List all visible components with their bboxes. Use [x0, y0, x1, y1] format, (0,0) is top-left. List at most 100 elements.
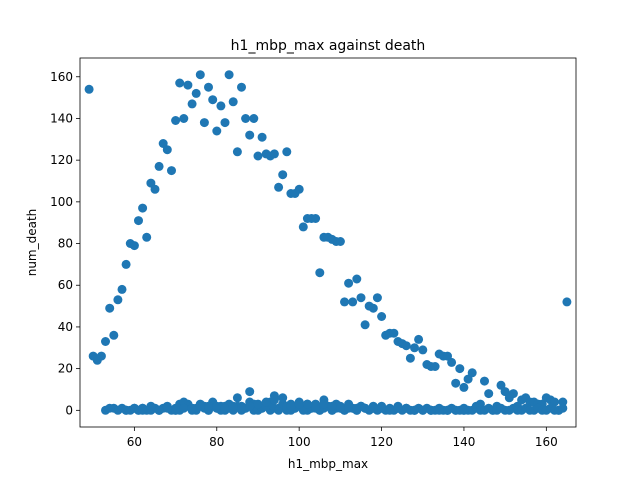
x-tick-label: 120 [370, 435, 393, 449]
data-point [368, 403, 378, 413]
data-point [278, 393, 288, 403]
x-tick-label: 160 [535, 435, 558, 449]
data-point [352, 403, 362, 413]
data-point [319, 399, 329, 409]
x-axis-label: h1_mbp_max [288, 457, 368, 471]
y-tick-label: 60 [58, 278, 73, 292]
data-point [393, 403, 403, 413]
plot-frame [79, 57, 577, 428]
data-point [298, 222, 308, 232]
data-point [443, 405, 452, 415]
data-point [558, 397, 568, 407]
data-point [426, 405, 436, 415]
data-point [204, 82, 213, 92]
data-point [138, 203, 148, 213]
data-point [459, 405, 469, 415]
data-point [121, 259, 131, 269]
data-point [171, 405, 181, 415]
data-point [405, 353, 415, 363]
data-point [257, 132, 267, 142]
data-point [105, 303, 115, 313]
data-point [187, 99, 197, 109]
data-point [335, 403, 345, 413]
data-point [191, 88, 201, 98]
data-point [224, 70, 234, 80]
data-point [294, 399, 304, 409]
y-axis-label: num_death [25, 209, 39, 277]
data-point [216, 101, 226, 111]
data-point [467, 368, 477, 378]
data-point [261, 397, 271, 407]
data-point [117, 284, 127, 294]
data-point [294, 184, 304, 194]
data-point [430, 362, 440, 371]
data-point [204, 401, 213, 411]
data-point [232, 147, 242, 157]
data-point [315, 268, 325, 278]
data-point [410, 343, 419, 353]
data-point [389, 328, 399, 338]
data-point [311, 214, 321, 223]
data-point [212, 126, 222, 136]
data-point [113, 295, 123, 305]
data-point [278, 170, 288, 180]
data-point [352, 274, 362, 284]
data-point [269, 395, 279, 405]
x-tick-label: 140 [452, 435, 475, 449]
data-point [335, 237, 345, 246]
y-tick-label: 0 [65, 403, 73, 417]
data-point [232, 393, 242, 403]
data-point [195, 401, 205, 411]
y-tick-label: 160 [50, 70, 73, 84]
data-point [368, 303, 378, 313]
data-point [179, 114, 189, 123]
data-point [562, 297, 572, 307]
chart-title: h1_mbp_max against death [231, 38, 426, 54]
data-point [154, 405, 164, 415]
data-point [187, 403, 197, 413]
data-point [282, 147, 292, 157]
data-point [237, 82, 246, 92]
x-tick-label: 80 [209, 435, 224, 449]
data-point [228, 97, 238, 107]
data-point [150, 184, 160, 194]
data-point [171, 116, 181, 125]
data-point [451, 405, 461, 415]
data-point [340, 297, 349, 307]
data-point [484, 389, 494, 399]
data-point [121, 405, 131, 415]
data-point [451, 378, 461, 388]
data-point [327, 401, 337, 411]
data-point [418, 345, 428, 355]
data-point [138, 405, 148, 415]
data-point [480, 376, 489, 386]
data-point [508, 389, 518, 399]
data-point [129, 241, 139, 251]
data-point [162, 145, 172, 155]
data-point [269, 149, 279, 159]
data-point [162, 403, 172, 413]
data-point [377, 403, 387, 413]
data-point [377, 312, 387, 321]
data-point [245, 401, 255, 411]
data-point [245, 130, 255, 140]
data-point [241, 114, 251, 123]
data-point [84, 84, 94, 94]
data-point [414, 334, 424, 344]
data-point [96, 351, 106, 361]
data-point [183, 80, 193, 90]
data-point [109, 330, 119, 340]
data-point [237, 403, 246, 413]
y-tick-label: 40 [58, 320, 73, 334]
data-point [311, 403, 321, 413]
data-point [455, 364, 465, 374]
data-point [253, 151, 263, 161]
data-point [401, 341, 411, 351]
data-point [459, 382, 469, 392]
data-point [418, 405, 428, 415]
data-point [360, 403, 370, 413]
data-point [175, 78, 185, 88]
data-point [228, 401, 238, 411]
data-point [249, 114, 259, 123]
data-point [434, 405, 444, 415]
